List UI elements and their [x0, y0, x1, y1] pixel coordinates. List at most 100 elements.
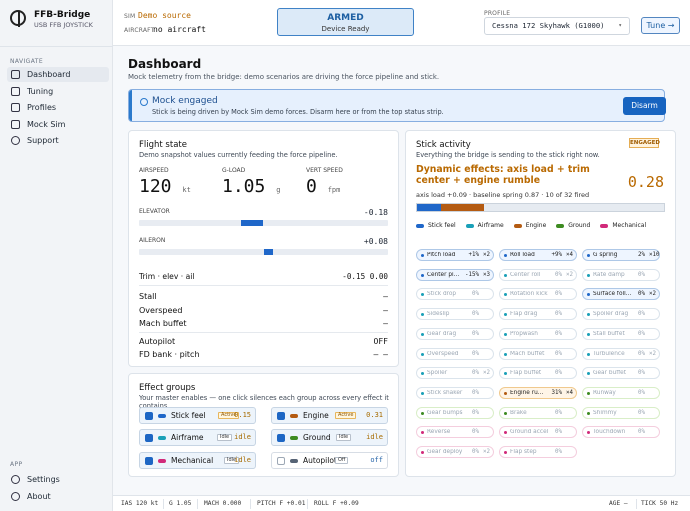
effect-chip[interactable]: Reverse 0%: [416, 426, 494, 439]
status-dot: [504, 372, 507, 376]
status-mach: MACH 0.000: [204, 500, 242, 507]
sidebar-item-support[interactable]: Support: [7, 133, 109, 148]
effect-chip-count: ×2: [483, 252, 490, 258]
effect-group-airframe[interactable]: Airframe Idle idle: [139, 429, 256, 446]
effect-chip-name: Ground accel: [510, 429, 548, 436]
effect-groups-subtitle: Your master enables — one click silences…: [139, 394, 389, 410]
trim-row: Trim · elev · ail -0.15 0.00: [139, 272, 388, 281]
effect-chip[interactable]: Flap step 0%: [499, 446, 577, 458]
sidebar-item-mock-sim[interactable]: Mock Sim: [7, 117, 109, 132]
autopilot-badge: Off: [335, 457, 349, 464]
effect-chip[interactable]: Flap buffet 0%: [499, 367, 577, 380]
status-divider: [250, 499, 251, 509]
elevator-label: ELEVATOR: [139, 208, 170, 215]
effect-group-mechanical[interactable]: Mechanical Idle idle: [139, 452, 256, 469]
effect-chip[interactable]: Runway 0%: [582, 386, 660, 399]
effect-chip[interactable]: Spoiler 0% ×2: [416, 367, 494, 380]
status-dot: [587, 391, 590, 395]
legend-swatch: [513, 223, 522, 228]
status-divider: [163, 499, 164, 509]
effect-chip-name: Spoiler drag: [593, 311, 629, 318]
effect-chip[interactable]: Ground accel 0%: [499, 426, 577, 439]
gload-readout: 1.05 g: [222, 176, 280, 197]
profile-label: PROFILE: [484, 10, 511, 17]
effect-group-engine[interactable]: Engine Active 0.31: [271, 407, 388, 424]
aileron-track: [139, 249, 388, 255]
sidebar-item-label: Support: [27, 136, 59, 145]
effect-chip[interactable]: Stall buffet 0%: [582, 327, 660, 340]
effect-chip[interactable]: Center pi... -15% ×3: [416, 268, 494, 281]
effect-chip[interactable]: Gear buffet 0%: [582, 367, 660, 380]
effect-chip[interactable]: Rate damp 0%: [582, 268, 660, 281]
mock-sim-icon: [11, 120, 20, 129]
effect-chip[interactable]: Center roll 0% ×2: [499, 268, 577, 281]
status-dot: [587, 293, 590, 297]
effect-chip[interactable]: Propwash 0%: [499, 327, 577, 340]
sidebar-item-about[interactable]: About: [7, 489, 109, 504]
flight-state-card: Flight state Demo snapshot values curren…: [128, 130, 399, 367]
mach-value: —: [383, 319, 388, 328]
stick-feel-checkbox[interactable]: [145, 412, 153, 420]
effect-chip-value: 31%: [551, 389, 562, 396]
effect-group-ground[interactable]: Ground Idle idle: [271, 429, 388, 446]
disarm-button[interactable]: Disarm: [623, 97, 666, 115]
mechanical-checkbox[interactable]: [145, 457, 153, 465]
effect-chip-name: G spring: [593, 252, 618, 258]
effect-chip[interactable]: Shimmy 0%: [582, 406, 660, 419]
effect-chip[interactable]: Surface foll... 0% ×2: [582, 288, 660, 301]
effect-chip-name: Gear deploy: [427, 449, 463, 455]
airspeed-value: 120: [139, 176, 172, 197]
effect-chip[interactable]: Gear bumps 0%: [416, 406, 494, 419]
effect-group-autopilot[interactable]: Autopilot Off off: [271, 452, 388, 469]
effect-chip[interactable]: Pitch load +1% ×2: [416, 249, 494, 261]
armed-status-button[interactable]: ARMED Device Ready: [277, 8, 414, 36]
status-dot: [504, 254, 507, 257]
effect-chip[interactable]: Sideslip 0%: [416, 308, 494, 321]
effect-chip[interactable]: Rotation kick 0%: [499, 288, 577, 301]
support-icon: [11, 136, 20, 145]
engine-checkbox[interactable]: [277, 412, 285, 420]
autopilot-label: Autopilot: [139, 337, 176, 346]
status-dot: [504, 273, 507, 277]
effect-chip[interactable]: Brake 0%: [499, 406, 577, 419]
sidebar-item-tuning[interactable]: Tuning: [7, 84, 109, 99]
effect-chip[interactable]: Turbulence 0% ×2: [582, 347, 660, 360]
sidebar-item-label: Settings: [27, 475, 60, 484]
sidebar-item-dashboard[interactable]: Dashboard: [7, 67, 109, 82]
ground-checkbox[interactable]: [277, 434, 285, 442]
trim-label: Trim · elev · ail: [139, 272, 195, 281]
vertical-speed-value: 0: [306, 176, 317, 197]
status-dot: [421, 431, 424, 435]
tune-button[interactable]: Tune →: [641, 17, 680, 34]
effect-chip[interactable]: Touchdown 0%: [582, 426, 660, 439]
stick-activity-subtitle: Everything the bridge is sending to the …: [416, 151, 600, 159]
info-icon: [140, 98, 148, 106]
effect-group-stick-feel[interactable]: Stick feel Active 0.15: [139, 407, 256, 424]
status-dot: [421, 293, 424, 297]
effect-chip[interactable]: Engine ru... 31% ×4: [499, 386, 577, 399]
effect-chip-value: 0%: [472, 291, 479, 298]
effect-chip[interactable]: Gear drag 0%: [416, 327, 494, 340]
effect-chip[interactable]: Roll load +9% ×4: [499, 249, 577, 261]
stick-legend: Stick feel Airframe Engine Ground Mechan…: [416, 222, 646, 229]
sidebar-item-settings[interactable]: Settings: [7, 472, 109, 487]
sidebar-item-label: Dashboard: [27, 70, 71, 79]
effect-chip-value: -15%: [465, 271, 479, 278]
effect-chip[interactable]: Flap drag 0%: [499, 308, 577, 321]
effect-chip[interactable]: Overspeed 0%: [416, 347, 494, 360]
effect-chip[interactable]: Mach buffet 0%: [499, 347, 577, 360]
engine-value: 0.31: [366, 411, 383, 419]
effect-chip-name: Runway: [593, 389, 616, 396]
effect-chip[interactable]: G spring 2% ×10: [582, 249, 660, 261]
status-dot: [587, 372, 590, 376]
airframe-checkbox[interactable]: [145, 434, 153, 442]
effect-chip[interactable]: Stick shaker 0%: [416, 386, 494, 399]
effect-chip-value: 0%: [472, 409, 479, 416]
sidebar-item-profiles[interactable]: Profiles: [7, 100, 109, 115]
effect-chip[interactable]: Stick drop 0%: [416, 288, 494, 301]
sidebar-item-label: Profiles: [27, 103, 57, 112]
effect-chip[interactable]: Spoiler drag 0%: [582, 308, 660, 321]
effect-chip[interactable]: Gear deploy 0% ×2: [416, 446, 494, 458]
profile-select[interactable]: Cessna 172 Skyhawk (G1000) ▾: [484, 17, 630, 35]
autopilot-checkbox[interactable]: [277, 457, 285, 465]
